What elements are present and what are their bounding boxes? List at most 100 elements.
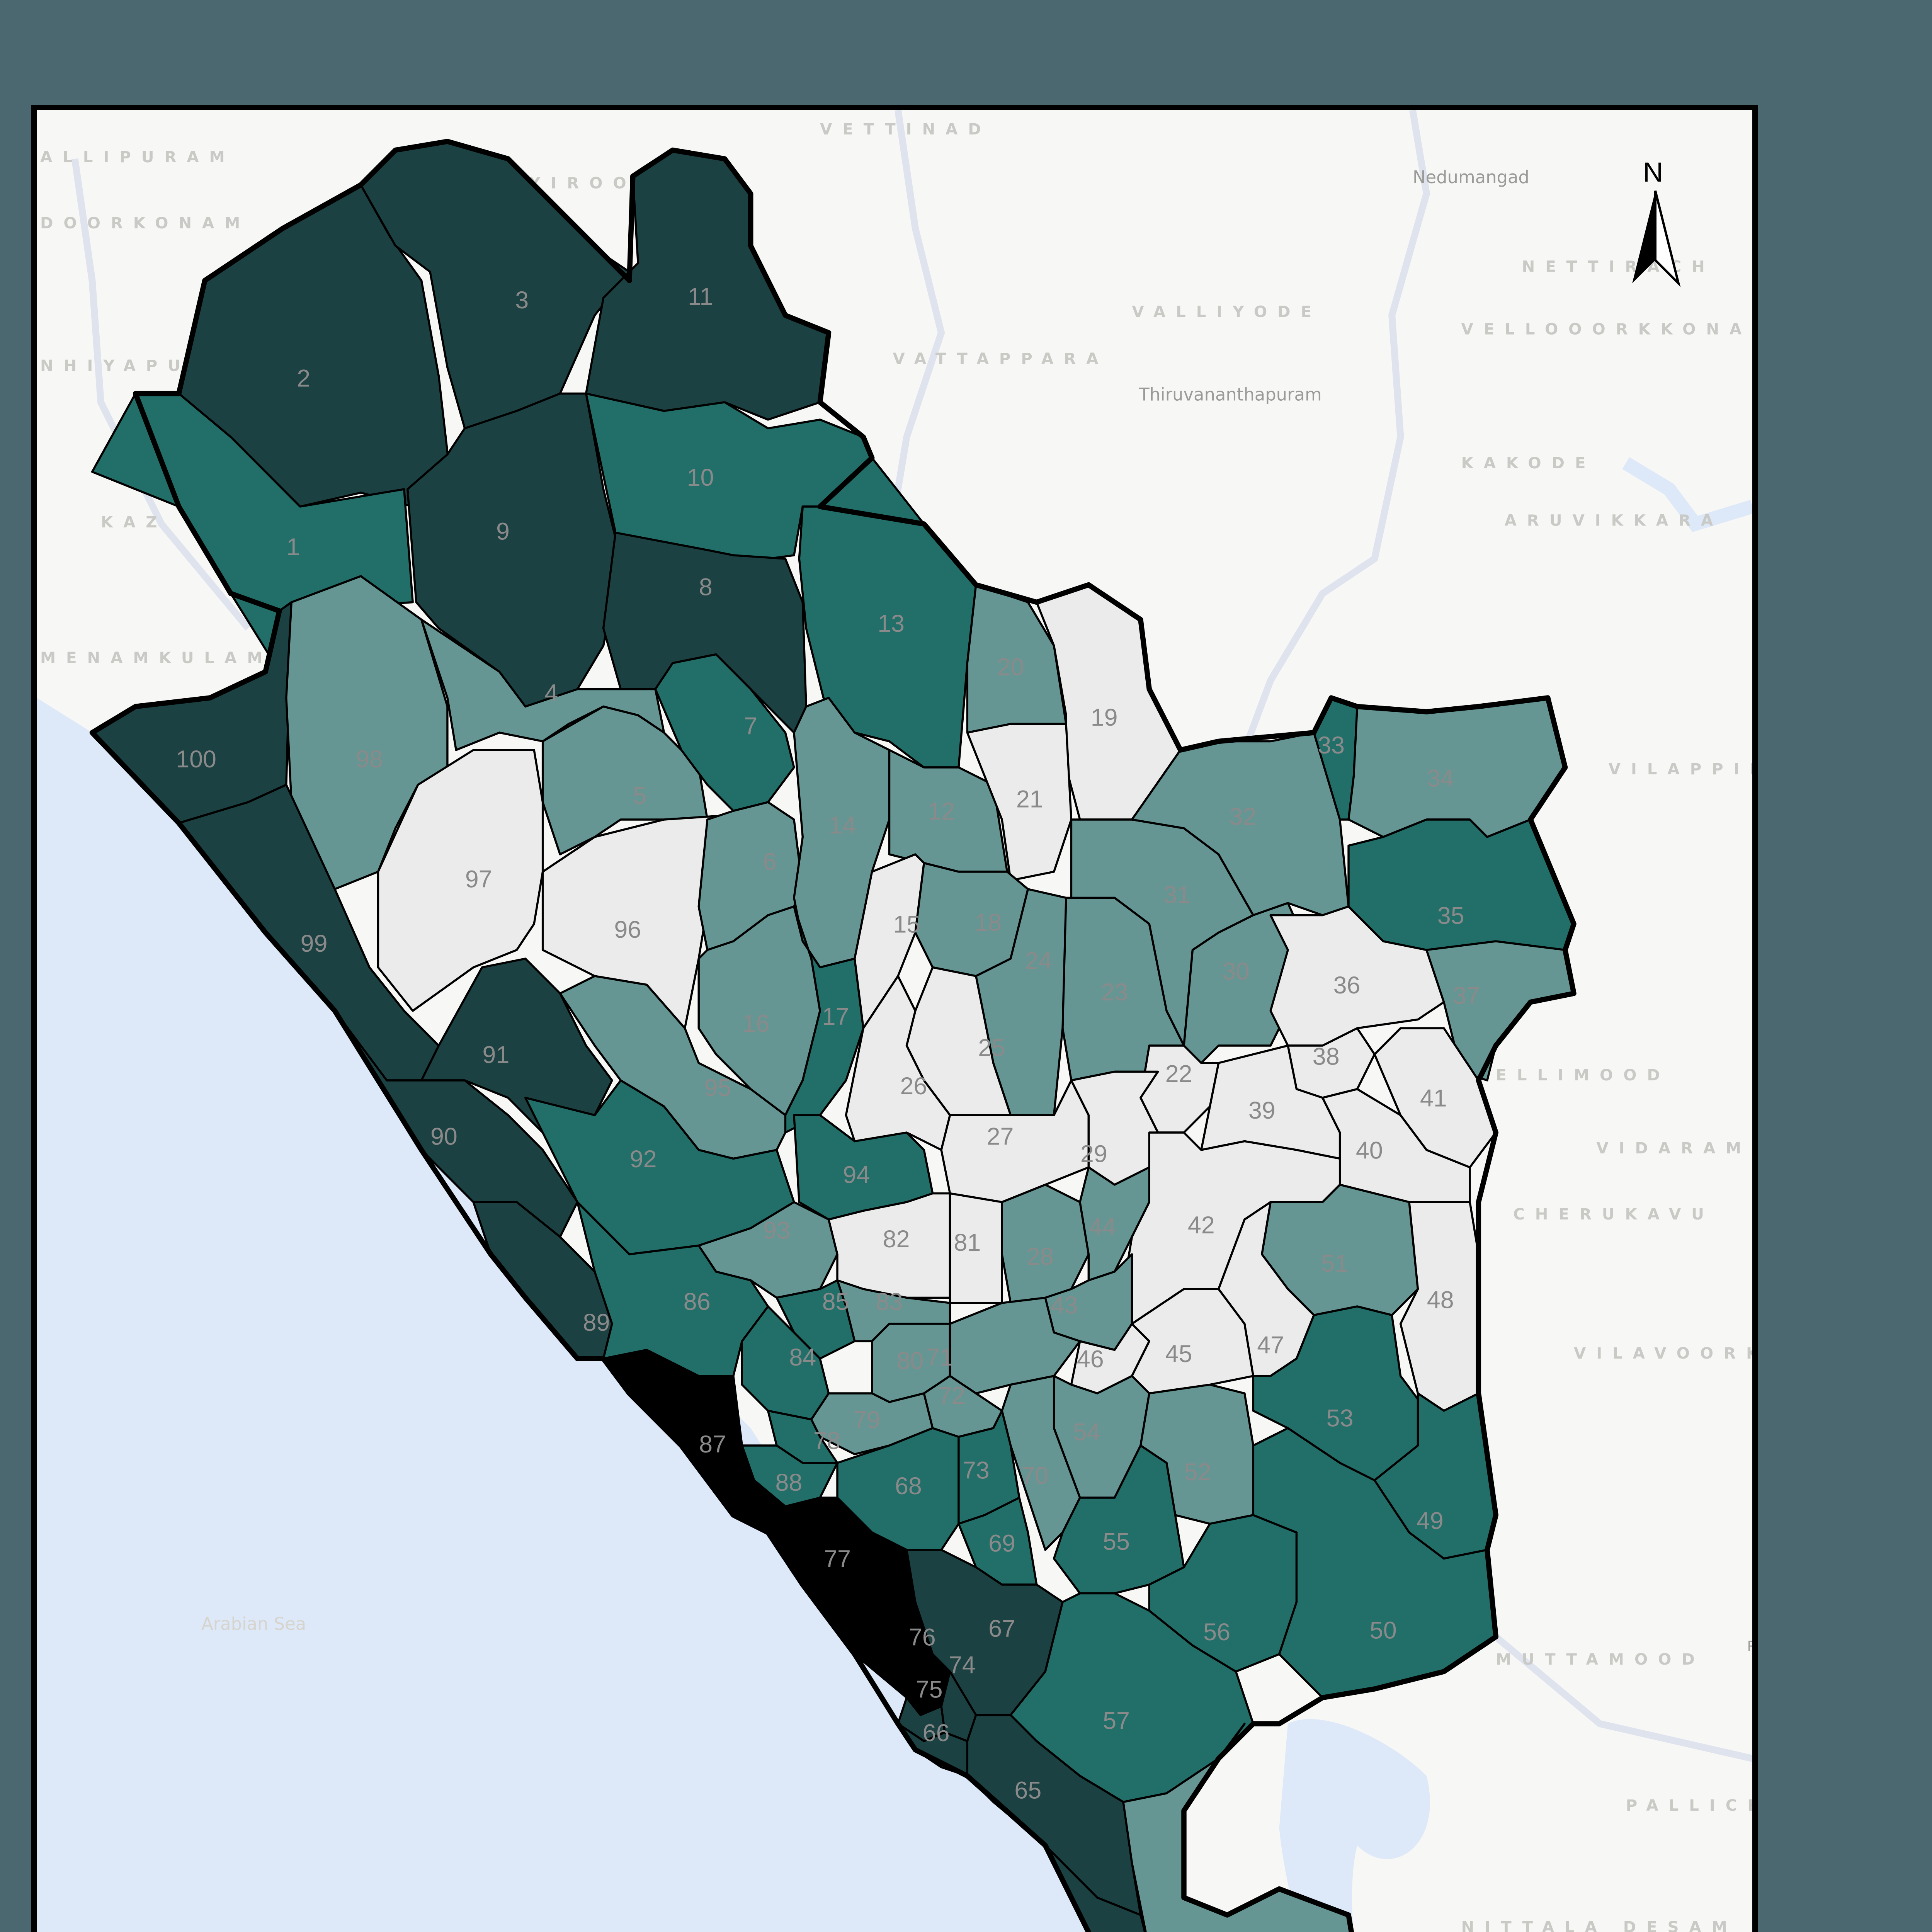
svg-text:65: 65 [1014, 1777, 1041, 1804]
ward-91[interactable] [420, 957, 613, 1134]
svg-text:78: 78 [813, 1427, 840, 1454]
svg-text:87: 87 [699, 1431, 726, 1458]
svg-text:5: 5 [633, 782, 646, 809]
svg-text:51: 51 [1321, 1250, 1348, 1277]
svg-text:13: 13 [878, 610, 905, 637]
svg-text:85: 85 [822, 1288, 849, 1315]
svg-text:VALLIYODE: VALLIYODE [1132, 302, 1321, 321]
svg-text:35: 35 [1437, 902, 1464, 929]
wards-layer[interactable] [91, 140, 1669, 1932]
svg-text:41: 41 [1420, 1085, 1447, 1112]
svg-text:ALLIPURAM: ALLIPURAM [40, 148, 235, 166]
svg-text:VETTINAD: VETTINAD [820, 120, 992, 138]
svg-text:Arabian Sea: Arabian Sea [201, 1614, 306, 1634]
svg-text:97: 97 [465, 866, 492, 893]
ward-15[interactable] [854, 853, 925, 1029]
svg-text:24: 24 [1025, 947, 1052, 975]
svg-text:VELLOOORKKONAM: VELLOOORKKONAM [1461, 320, 1752, 338]
svg-text:8: 8 [699, 573, 713, 600]
svg-text:20: 20 [997, 653, 1024, 680]
svg-text:71: 71 [926, 1344, 953, 1371]
svg-text:46: 46 [1077, 1345, 1104, 1372]
ward-7[interactable] [654, 653, 795, 812]
svg-text:36: 36 [1333, 972, 1361, 999]
svg-text:Thiruvananthapuram: Thiruvananthapuram [1138, 384, 1321, 405]
svg-text:17: 17 [822, 1003, 849, 1030]
svg-text:9: 9 [496, 518, 510, 545]
svg-text:69: 69 [988, 1530, 1015, 1557]
svg-text:40: 40 [1356, 1137, 1383, 1164]
ward-90[interactable] [333, 1010, 578, 1238]
svg-text:4: 4 [545, 680, 558, 707]
svg-text:ELLIMOOD: ELLIMOOD [1496, 1066, 1670, 1084]
lake [1279, 1719, 1430, 1932]
svg-text:37: 37 [1453, 982, 1480, 1009]
ward-58[interactable] [1122, 1723, 1357, 1932]
svg-text:89: 89 [583, 1309, 610, 1336]
svg-text:79: 79 [853, 1406, 880, 1434]
ward-45[interactable] [1131, 1288, 1255, 1395]
road-sh1 [886, 110, 945, 542]
svg-text:48: 48 [1427, 1286, 1454, 1313]
svg-text:Nedumangad: Nedumangad [1413, 167, 1529, 187]
svg-text:88: 88 [776, 1469, 803, 1496]
svg-text:Pravachamba: Pravachamba [1747, 1638, 1752, 1654]
svg-text:ARUVIKKARA: ARUVIKKARA [1505, 511, 1723, 529]
svg-text:23: 23 [1101, 979, 1128, 1006]
svg-text:VATTAPPARA: VATTAPPARA [893, 349, 1109, 368]
svg-text:28: 28 [1027, 1243, 1054, 1270]
svg-text:70: 70 [1021, 1462, 1048, 1489]
svg-text:6: 6 [763, 848, 777, 875]
svg-text:86: 86 [684, 1288, 711, 1315]
svg-text:43: 43 [1051, 1292, 1078, 1319]
svg-text:15: 15 [893, 911, 920, 938]
svg-text:54: 54 [1073, 1418, 1100, 1446]
road-nh66 [71, 158, 251, 631]
choropleth-map[interactable]: VETTINAD ALLIPURAM AYIROOPARA DOORKONAM … [37, 110, 1752, 1932]
svg-text:45: 45 [1165, 1340, 1192, 1367]
svg-text:VIDARAM: VIDARAM [1596, 1139, 1752, 1157]
svg-text:22: 22 [1165, 1060, 1192, 1087]
svg-text:56: 56 [1203, 1619, 1230, 1646]
svg-text:KAZ: KAZ [101, 513, 167, 531]
svg-text:27: 27 [987, 1123, 1014, 1150]
svg-text:73: 73 [963, 1457, 990, 1484]
svg-text:57: 57 [1103, 1707, 1130, 1734]
svg-text:3: 3 [515, 287, 529, 314]
svg-text:26: 26 [900, 1073, 927, 1100]
svg-text:80: 80 [896, 1347, 923, 1374]
svg-text:95: 95 [704, 1074, 731, 1101]
ward-98[interactable] [285, 575, 449, 890]
svg-text:53: 53 [1327, 1405, 1354, 1432]
svg-text:72: 72 [938, 1382, 965, 1409]
svg-text:PALLICHAL: PALLICHAL [1626, 1796, 1752, 1815]
svg-text:49: 49 [1417, 1507, 1444, 1534]
svg-text:67: 67 [988, 1615, 1015, 1642]
svg-text:21: 21 [1016, 786, 1043, 813]
ward-86[interactable] [576, 1201, 769, 1377]
svg-text:MUTTAMOOD: MUTTAMOOD [1496, 1650, 1705, 1668]
svg-text:14: 14 [829, 812, 856, 839]
ward-36[interactable] [1269, 905, 1445, 1047]
ward-64[interactable] [1044, 1844, 1270, 1932]
svg-text:MENAMKULAM: MENAMKULAM [40, 648, 273, 667]
svg-text:44: 44 [1089, 1213, 1116, 1240]
svg-text:32: 32 [1230, 803, 1257, 830]
svg-text:12: 12 [928, 798, 955, 825]
north-arrow: N [1609, 156, 1702, 303]
road-sh2 [1215, 110, 1430, 821]
svg-text:90: 90 [430, 1123, 457, 1150]
svg-text:55: 55 [1103, 1528, 1130, 1555]
map-frame: VETTINAD ALLIPURAM AYIROOPARA DOORKONAM … [31, 105, 1758, 1932]
basemap-labels: VETTINAD ALLIPURAM AYIROOPARA DOORKONAM … [40, 120, 1752, 1932]
svg-text:19: 19 [1091, 704, 1118, 731]
svg-text:2: 2 [297, 365, 310, 392]
svg-text:96: 96 [614, 916, 641, 943]
svg-text:10: 10 [687, 464, 714, 491]
svg-text:66: 66 [923, 1719, 950, 1747]
ward-21[interactable] [966, 723, 1073, 882]
svg-text:NITTALA DESAM: NITTALA DESAM [1461, 1918, 1738, 1932]
svg-text:33: 33 [1318, 732, 1345, 759]
ward-97[interactable] [377, 749, 544, 1012]
